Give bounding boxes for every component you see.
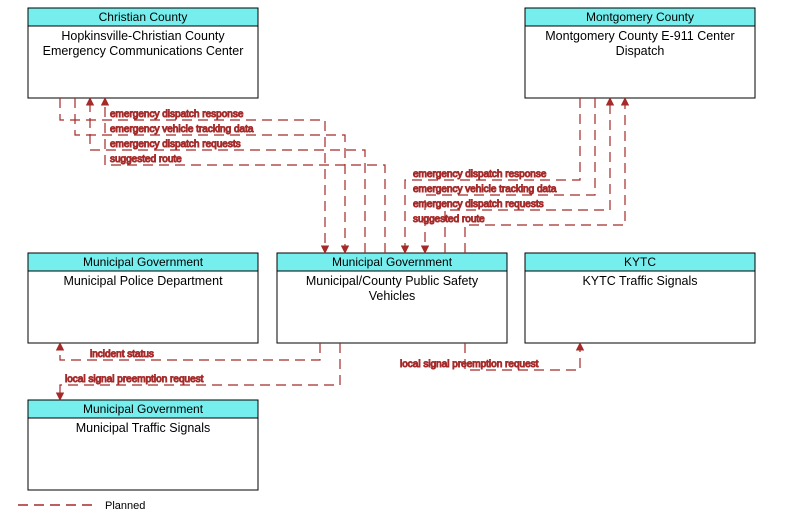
node-christian-county: Christian County Hopkinsville-Christian … xyxy=(28,8,258,98)
node-montgomery-county: Montgomery County Montgomery County E-91… xyxy=(525,8,755,98)
node-header: Christian County xyxy=(99,10,188,24)
node-header: KYTC xyxy=(624,255,656,269)
node-body-line: Vehicles xyxy=(369,289,416,303)
node-body-line: Municipal Police Department xyxy=(63,274,223,288)
node-body-line: Montgomery County E-911 Center xyxy=(545,29,734,43)
node-header: Municipal Government xyxy=(83,402,204,416)
node-body-line: Dispatch xyxy=(616,44,665,58)
node-municipal-police: Municipal Government Municipal Police De… xyxy=(28,253,258,343)
edge-label: emergency vehicle tracking data xyxy=(110,124,254,135)
edge xyxy=(60,98,325,253)
edge-label: emergency dispatch response xyxy=(110,109,244,120)
edge-label: emergency dispatch response xyxy=(413,169,547,180)
node-municipal-traffic-signals: Municipal Government Municipal Traffic S… xyxy=(28,400,258,490)
edge-label: emergency vehicle tracking data xyxy=(413,184,557,195)
node-public-safety-vehicles: Municipal Government Municipal/County Pu… xyxy=(277,253,507,343)
edge xyxy=(105,98,385,253)
node-body-line: KYTC Traffic Signals xyxy=(582,274,697,288)
node-header: Municipal Government xyxy=(332,255,453,269)
legend-label: Planned xyxy=(105,500,145,512)
node-body-line: Hopkinsville-Christian County xyxy=(61,29,225,43)
node-header: Municipal Government xyxy=(83,255,204,269)
node-header: Montgomery County xyxy=(586,10,694,24)
edge-label: local signal preemption request xyxy=(400,359,539,370)
edge-label: suggested route xyxy=(413,214,485,225)
edge-label: local signal preemption request xyxy=(65,374,204,385)
node-body-line: Municipal/County Public Safety xyxy=(306,274,479,288)
edge-label: emergency dispatch requests xyxy=(110,139,241,150)
node-body-line: Emergency Communications Center xyxy=(43,44,244,58)
edge-label: incident status xyxy=(90,349,154,360)
node-body-line: Municipal Traffic Signals xyxy=(76,421,211,435)
edge xyxy=(90,98,365,253)
legend: Planned xyxy=(18,500,145,512)
node-kytc-traffic-signals: KYTC KYTC Traffic Signals xyxy=(525,253,755,343)
edge-label: emergency dispatch requests xyxy=(413,199,544,210)
edge xyxy=(75,98,345,253)
edge-label: suggested route xyxy=(110,154,182,165)
